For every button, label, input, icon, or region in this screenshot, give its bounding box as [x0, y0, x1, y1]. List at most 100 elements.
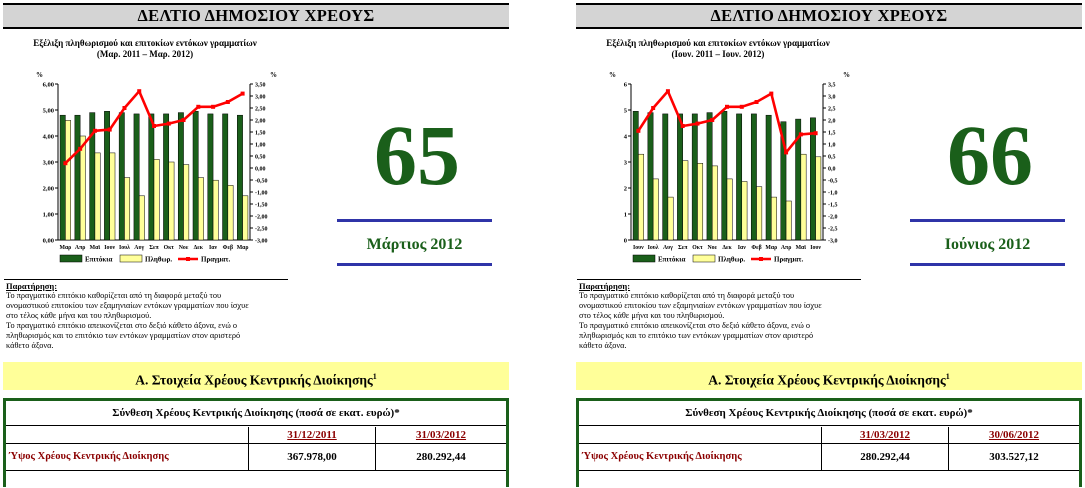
legend-marker-real — [186, 257, 190, 261]
debt-table: Σύνθεση Χρέους Κεντρικής Διοίκησης (ποσά… — [3, 398, 509, 487]
left-axis-tick-label: 0,00 — [43, 238, 54, 245]
bar-inflation — [138, 195, 145, 241]
note-title: Παρατήρηση: — [6, 281, 58, 291]
note-line: Το πραγματικό επιτόκιο καθορίζεται από τ… — [6, 291, 222, 300]
real-rate-point — [813, 131, 818, 136]
bar-rates — [133, 113, 140, 241]
note-line: κάθετο άξονα. — [6, 341, 54, 350]
right-axis-tick-label: 0,50 — [255, 155, 266, 161]
row-value-2: 280.292,44 — [375, 444, 506, 470]
left-axis-tick-label: 2 — [624, 186, 627, 193]
real-rate-point — [680, 124, 685, 128]
bar-rates — [148, 113, 155, 241]
note-line: κάθετο άξονα. — [579, 341, 627, 350]
section-title-text: Α. Στοιχεία Χρέους Κεντρικής Διοίκησης — [135, 372, 373, 388]
bar-inflation — [638, 153, 644, 241]
x-tick-label: Ιαν — [738, 245, 746, 251]
real-rate-point — [181, 118, 186, 122]
real-rate-point — [107, 127, 112, 132]
note-line: στο τέλος κάθε μήνα και του πληθωρισμού. — [579, 311, 725, 320]
real-rate-point — [798, 132, 803, 137]
bar-inflation — [168, 161, 175, 241]
right-axis-tick-label: -2,50 — [255, 227, 268, 233]
right-axis-tick-label: 2,50 — [255, 107, 266, 113]
bar-rates — [207, 113, 214, 241]
right-axis-tick-label: 0,5 — [828, 155, 836, 161]
real-rate-point — [636, 128, 641, 133]
footnote-marker: 1 — [945, 372, 950, 381]
right-axis-tick-label: 1,0 — [828, 143, 836, 149]
divider-line — [910, 263, 1065, 266]
right-axis-tick-label: 0,00 — [255, 167, 266, 173]
right-axis-tick-label: 1,50 — [255, 131, 266, 137]
bar-rates — [810, 117, 816, 241]
bar-inflation — [153, 159, 160, 241]
right-axis-tick-label: -2,00 — [255, 215, 268, 221]
x-tick-label: Ιουν — [633, 245, 644, 251]
right-axis-tick-label: -1,50 — [255, 203, 268, 209]
row-label: Ύψος Χρέους Κεντρικής Διοίκησης — [9, 451, 169, 462]
bar-rates — [163, 113, 170, 241]
left-axis-unit: % — [609, 71, 616, 79]
bar-inflation — [198, 177, 204, 241]
bulletin-page-june-2012: ΔΕΛΤΙΟ ΔΗΜΟΣΙΟΥ ΧΡΕΟΥΣ Εξέλιξη πληθωρισμ… — [573, 0, 1085, 488]
section-title-text: Α. Στοιχεία Χρέους Κεντρικής Διοίκησης — [708, 372, 946, 388]
x-tick-label: Μαρ — [59, 245, 71, 251]
chart-title: Εξέλιξη πληθωρισμού και επιτοκίων εντόκω… — [583, 38, 853, 60]
legend-label-real: Πραγματ. — [774, 256, 803, 264]
left-axis-tick-label: 6,00 — [43, 82, 54, 89]
bar-inflation — [227, 185, 234, 241]
note-line: Το πραγματικό επιτόκιο απεικονίζεται στο… — [6, 321, 238, 330]
note-line: στο τέλος κάθε μήνα και του πληθωρισμού. — [6, 311, 152, 320]
bar-rates — [662, 113, 669, 241]
chart-title-line-1: Εξέλιξη πληθωρισμού και επιτοκίων εντόκω… — [33, 38, 257, 48]
note-line: ονομαστικού επιτοκίου των εξαμηνιαίων εν… — [6, 301, 249, 310]
note-separator — [4, 279, 288, 280]
real-rate-point — [152, 124, 156, 128]
legend-swatch-inflation — [692, 254, 716, 263]
right-axis-tick-label: -1,5 — [828, 203, 838, 209]
bar-rates — [765, 114, 772, 241]
issue-date: Ιούνιος 2012 — [944, 236, 1031, 253]
note-line: Το πραγματικό επιτόκιο απεικονίζεται στο… — [579, 321, 811, 330]
left-axis-tick-label: 4 — [624, 134, 628, 141]
left-axis-tick-label: 5,00 — [43, 108, 54, 115]
legend-marker-real — [759, 257, 763, 261]
bar-inflation — [65, 120, 71, 241]
bar-rates — [74, 114, 81, 241]
legend-label-rates: Επιτόκια — [85, 256, 112, 264]
bar-inflation — [785, 200, 792, 241]
real-rate-point — [63, 161, 68, 166]
note-line: πληθωρισμός και το επιτόκιο των εντόκων … — [6, 331, 241, 340]
issue-date: Μάρτιος 2012 — [366, 236, 463, 253]
legend-label-rates: Επιτόκια — [658, 256, 685, 264]
right-axis-tick-label: 1,5 — [828, 131, 836, 137]
right-axis-tick-label: 1,00 — [255, 143, 266, 149]
bar-inflation — [109, 152, 116, 241]
real-rate-point — [769, 91, 774, 96]
bar-inflation — [212, 179, 219, 241]
issue-number: 66 — [947, 107, 1033, 203]
x-tick-label: Ιαν — [209, 245, 217, 251]
x-tick-label: Αυγ — [134, 245, 144, 251]
bar-inflation — [697, 163, 704, 241]
bar-rates — [780, 121, 787, 241]
bar-inflation — [682, 160, 689, 241]
bar-rates — [192, 111, 199, 241]
note-text: Το πραγματικό επιτόκιο καθορίζεται από τ… — [6, 291, 288, 351]
right-axis-tick-label: 0,0 — [828, 167, 836, 173]
bar-rates — [677, 113, 683, 241]
x-tick-label: Μαρ — [237, 245, 249, 251]
bar-inflation — [726, 178, 733, 241]
footnote-marker: 1 — [372, 372, 377, 381]
table-col-date-1: 31/03/2012 — [821, 427, 948, 443]
x-tick-label: Μαϊ — [90, 245, 101, 251]
bar-inflation — [815, 156, 822, 241]
bar-inflation — [652, 178, 659, 241]
bar-rates — [118, 112, 125, 241]
table-header-row: 31/03/2012 30/06/2012 — [579, 427, 1079, 444]
real-rate-point — [784, 150, 789, 155]
chart-title: Εξέλιξη πληθωρισμού και επιτοκίων εντόκω… — [10, 38, 280, 60]
right-axis-unit: % — [843, 71, 850, 79]
right-axis-tick-label: -0,5 — [828, 179, 838, 185]
